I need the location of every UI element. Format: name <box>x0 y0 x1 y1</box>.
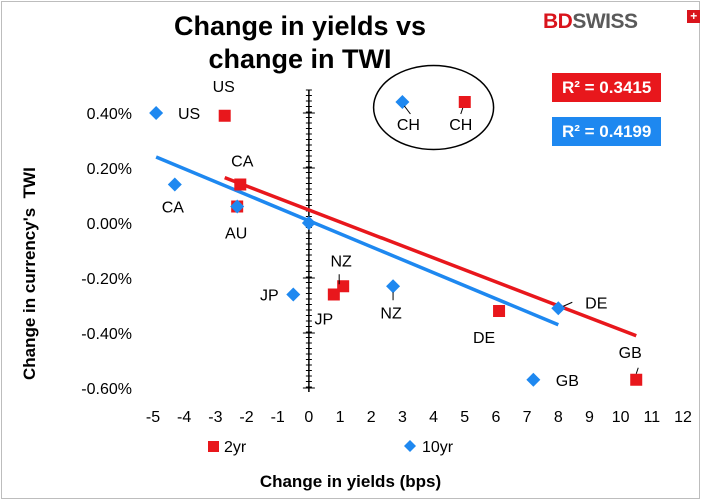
leader-line <box>460 107 464 115</box>
x-tick-label: -3 <box>208 409 222 426</box>
point-10yr-AU <box>230 199 245 214</box>
r2-10yr-badge: R² = 0.4199 <box>552 117 662 146</box>
data-label: JP <box>314 312 333 329</box>
leader-line <box>563 301 573 307</box>
point-10yr-CH <box>395 95 410 109</box>
logo-swiss: SWISS <box>572 10 638 33</box>
data-label: CH <box>397 117 420 134</box>
legend-marker-10yr <box>404 440 416 452</box>
point-2yr-DE <box>493 305 506 317</box>
data-label: DE <box>585 295 607 312</box>
brand-logo: BDSWISS + <box>543 10 700 34</box>
leader-line <box>635 367 639 374</box>
point-10yr-NZ <box>386 279 401 294</box>
data-label: US <box>213 79 235 96</box>
y-tick-label: -0.20% <box>81 271 132 288</box>
data-label: US <box>178 106 200 123</box>
x-tick-label: 8 <box>554 409 563 426</box>
data-label: NZ <box>331 253 353 270</box>
x-tick-label: 3 <box>398 409 407 426</box>
point-10yr-origin <box>301 216 316 230</box>
point-10yr-GB <box>526 372 541 387</box>
x-tick-label: 10 <box>612 409 630 426</box>
data-label: CH <box>449 117 472 134</box>
x-tick-label: 0 <box>304 409 313 426</box>
point-10yr-CA <box>167 177 182 192</box>
x-axis-label: Change in yields (bps) <box>259 472 442 491</box>
point-2yr-NZ <box>337 280 350 293</box>
y-tick-label: 0.40% <box>87 106 132 123</box>
x-tick-label: -4 <box>177 409 191 426</box>
legend-label-2yr: 2yr <box>224 439 247 456</box>
legend-marker-2yr <box>208 441 219 452</box>
x-tick-label: 4 <box>429 409 438 426</box>
data-label: CA <box>231 154 254 171</box>
trend-line-2yr <box>224 175 637 338</box>
point-2yr-CH <box>458 96 471 108</box>
data-label: CA <box>162 200 185 217</box>
data-label: GB <box>619 345 642 362</box>
x-tick-label: -1 <box>271 409 285 426</box>
leader-line <box>404 105 411 115</box>
point-2yr-GB <box>630 373 643 386</box>
data-label: GB <box>556 373 579 390</box>
highlight-circle <box>372 64 495 151</box>
data-label: AU <box>225 226 247 243</box>
point-10yr-JP <box>286 287 301 302</box>
point-10yr-US <box>149 106 164 120</box>
data-label: NZ <box>380 305 402 322</box>
x-tick-label: -5 <box>146 409 160 426</box>
point-10yr-DE <box>551 301 566 316</box>
x-tick-label: 11 <box>644 409 661 426</box>
point-2yr-CA <box>234 178 247 191</box>
r2-2yr-badge: R² = 0.3415 <box>552 73 662 102</box>
y-tick-label: 0.20% <box>87 161 132 178</box>
x-tick-label: 1 <box>336 409 345 426</box>
point-2yr-US <box>218 109 231 122</box>
x-tick-label: 12 <box>674 409 692 426</box>
x-tick-label: 5 <box>460 409 469 426</box>
logo-bd: BD <box>543 10 573 33</box>
chart-title: Change in yields vs change in TWI <box>173 11 427 74</box>
x-tick-label: 2 <box>367 409 376 426</box>
trend-line-10yr <box>155 155 559 327</box>
x-tick-label: 6 <box>491 409 500 426</box>
x-tick-label: -2 <box>239 409 253 426</box>
logo-plus-icon: + <box>687 10 700 23</box>
data-label: DE <box>473 330 495 347</box>
legend-label-10yr: 10yr <box>422 439 454 456</box>
x-tick-label: 7 <box>523 409 532 426</box>
y-tick-label: -0.40% <box>81 326 132 343</box>
point-2yr-JP <box>327 288 340 301</box>
x-tick-label: 9 <box>585 409 594 426</box>
y-tick-label: -0.60% <box>81 381 132 398</box>
data-label: JP <box>260 288 279 305</box>
y-tick-label: 0.00% <box>87 216 132 233</box>
